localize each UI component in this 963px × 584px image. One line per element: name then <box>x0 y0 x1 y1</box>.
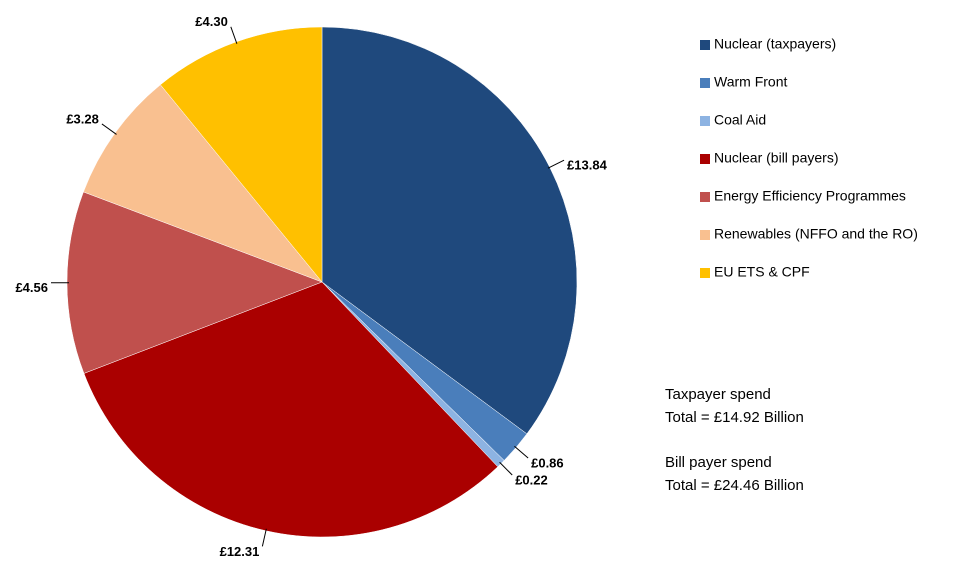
leader-line <box>261 528 267 547</box>
legend-label: Renewables (NFFO and the RO) <box>714 226 918 242</box>
legend-swatch <box>700 192 710 202</box>
legend-swatch <box>700 40 710 50</box>
legend-label: Coal Aid <box>714 112 766 128</box>
leader-line <box>101 123 117 135</box>
data-label: £13.84 <box>567 158 608 173</box>
annotation: Total = £24.46 Billion <box>665 477 804 494</box>
legend-label: Nuclear (taxpayers) <box>714 36 836 52</box>
annotation: Total = £14.92 Billion <box>665 409 804 426</box>
data-label: £4.56 <box>15 280 48 295</box>
annotation: Bill payer spend <box>665 454 772 471</box>
leader-line <box>547 159 565 169</box>
legend-label: EU ETS & CPF <box>714 264 810 280</box>
annotation: Taxpayer spend <box>665 386 771 403</box>
legend-label: Energy Efficiency Programmes <box>714 188 906 204</box>
data-label: £0.86 <box>531 455 564 470</box>
legend-swatch <box>700 268 710 278</box>
leader-line <box>514 445 529 459</box>
data-label: £4.30 <box>195 14 228 29</box>
data-label: £12.31 <box>220 544 260 559</box>
legend-swatch <box>700 154 710 164</box>
leader-line <box>230 26 238 44</box>
legend-swatch <box>700 78 710 88</box>
legend-swatch <box>700 230 710 240</box>
legend-label: Nuclear (bill payers) <box>714 150 838 166</box>
legend-swatch <box>700 116 710 126</box>
data-label: £0.22 <box>515 472 548 487</box>
data-label: £3.28 <box>66 111 99 126</box>
leader-line <box>499 461 513 476</box>
legend-label: Warm Front <box>714 74 787 90</box>
